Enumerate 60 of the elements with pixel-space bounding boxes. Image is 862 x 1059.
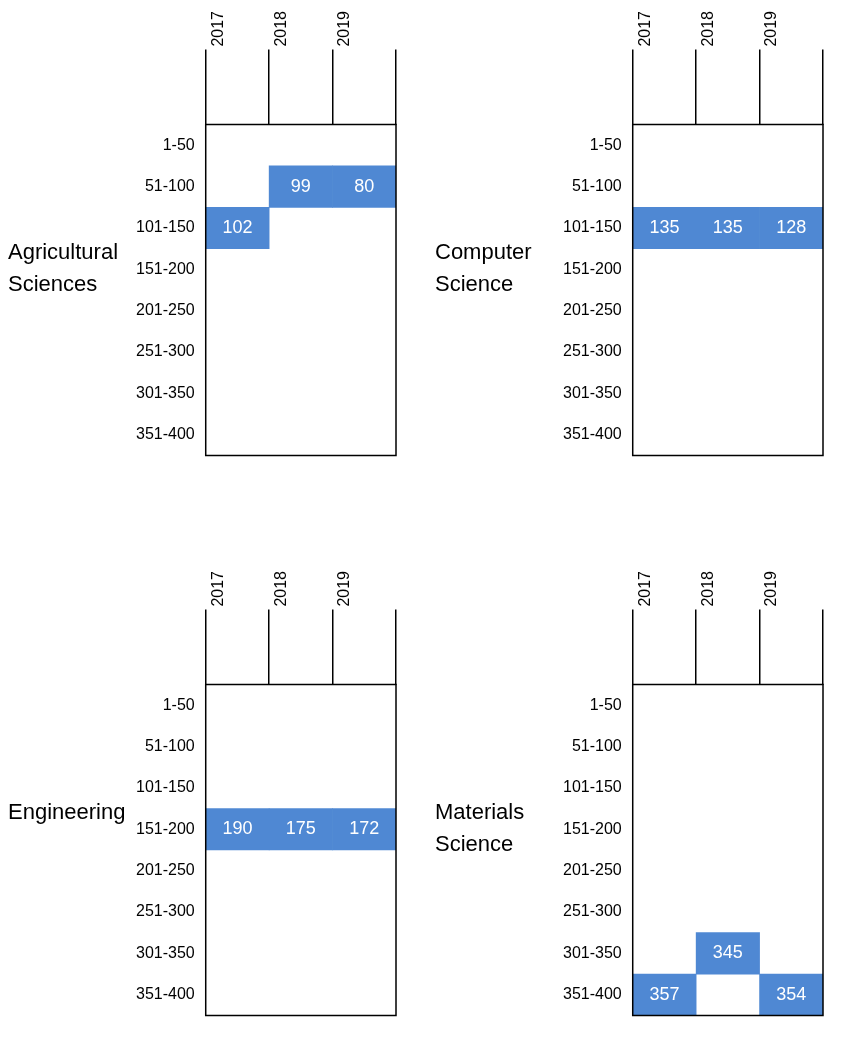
data-label: 80 <box>354 175 375 196</box>
data-label: 172 <box>349 818 380 839</box>
x-tick-label: 2019 <box>335 10 353 47</box>
x-tick-label: 2017 <box>208 10 226 47</box>
y-tick-label: 251-300 <box>136 902 195 920</box>
y-tick-label: 201-250 <box>563 861 622 879</box>
y-tick-label: 251-300 <box>563 342 622 360</box>
y-tick-label: 101-150 <box>136 778 195 796</box>
x-tick-label: 2018 <box>699 570 717 607</box>
x-tick-label: 2017 <box>208 570 226 607</box>
y-tick-label: 351-400 <box>563 425 622 443</box>
y-tick-label: 101-150 <box>136 218 195 236</box>
data-label: 354 <box>776 983 807 1004</box>
data-label: 357 <box>649 983 680 1004</box>
y-tick-label: 351-400 <box>136 425 195 443</box>
y-tick-label: 51-100 <box>571 177 622 195</box>
y-tick-label: 51-100 <box>144 737 195 755</box>
y-tick-label: 251-300 <box>563 902 622 920</box>
y-tick-label: 151-200 <box>563 259 622 277</box>
data-label: 175 <box>285 818 316 839</box>
data-label: 190 <box>222 818 253 839</box>
x-tick-label: 2018 <box>272 570 290 607</box>
y-tick-label: 201-250 <box>563 301 622 319</box>
y-tick-label: 1-50 <box>162 695 195 713</box>
y-tick-label: 1-50 <box>162 135 195 153</box>
y-tick-label: 151-200 <box>563 819 622 837</box>
y-tick-label: 301-350 <box>136 943 195 961</box>
text: Engineering <box>8 798 127 826</box>
x-tick-label: 2019 <box>762 10 780 47</box>
y-tick-label: 51-100 <box>571 737 622 755</box>
y-tick-label: 301-350 <box>563 383 622 401</box>
x-tick-label: 2019 <box>335 570 353 607</box>
y-tick-label: 251-300 <box>136 342 195 360</box>
y-tick-label: 101-150 <box>563 778 622 796</box>
x-tick-label: 2018 <box>272 10 290 47</box>
y-tick-label: 101-150 <box>563 218 622 236</box>
y-tick-label: 1-50 <box>589 135 622 153</box>
y-tick-label: 301-350 <box>136 383 195 401</box>
y-tick-label: 201-250 <box>136 861 195 879</box>
y-tick-label: 351-400 <box>563 985 622 1003</box>
y-tick-label: 351-400 <box>136 985 195 1003</box>
x-tick-label: 2018 <box>699 10 717 47</box>
x-tick-label: 2017 <box>635 10 653 47</box>
data-label: 128 <box>776 216 807 237</box>
text: Computer Science <box>435 238 533 298</box>
y-tick-label: 1-50 <box>589 695 622 713</box>
data-label: 135 <box>649 216 680 237</box>
y-tick-label: 51-100 <box>144 177 195 195</box>
data-label: 102 <box>222 216 253 237</box>
y-tick-label: 301-350 <box>563 943 622 961</box>
y-tick-label: 201-250 <box>136 301 195 319</box>
text: Agricultural Sciences <box>8 238 120 298</box>
x-tick-label: 2017 <box>635 570 653 607</box>
x-tick-label: 2019 <box>762 570 780 607</box>
y-tick-label: 151-200 <box>136 259 195 277</box>
data-label: 345 <box>712 942 743 963</box>
data-label: 135 <box>712 216 743 237</box>
y-tick-label: 151-200 <box>136 819 195 837</box>
data-label: 99 <box>290 175 311 196</box>
text: Materials Science <box>435 798 526 858</box>
